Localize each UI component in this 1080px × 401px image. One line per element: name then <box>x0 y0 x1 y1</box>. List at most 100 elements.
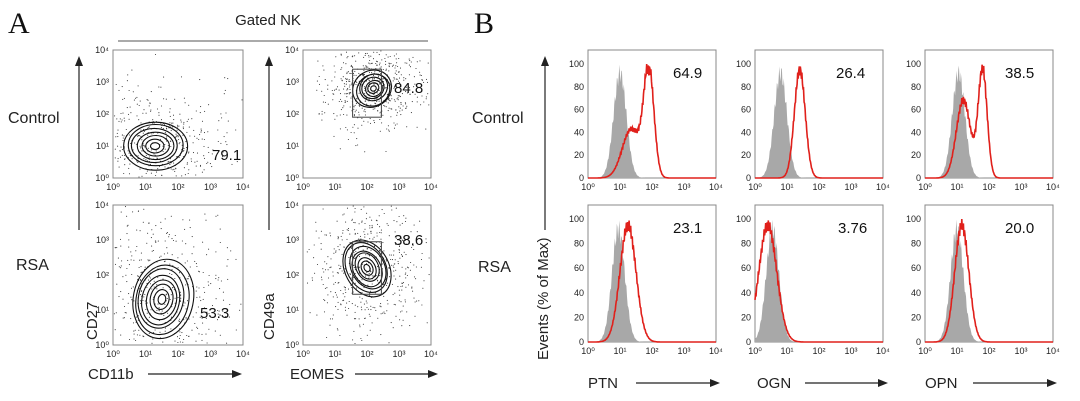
event-dot <box>348 92 350 94</box>
event-dot <box>363 231 365 233</box>
event-dot <box>177 126 179 128</box>
event-dot <box>396 123 398 125</box>
event-dot <box>416 61 418 63</box>
event-dot <box>321 119 323 121</box>
x-tick-label: 10¹ <box>139 349 152 359</box>
y-tick-label: 60 <box>741 263 751 273</box>
event-dot <box>379 130 381 132</box>
event-dot <box>344 296 346 298</box>
event-dot <box>387 93 389 95</box>
event-dot <box>170 145 172 148</box>
event-dot <box>364 87 366 89</box>
event-dot <box>123 135 125 137</box>
panel-b-letter: B <box>474 7 494 40</box>
event-dot <box>379 67 381 69</box>
event-dot <box>152 119 154 121</box>
event-dot <box>160 221 162 223</box>
event-dot <box>333 252 335 254</box>
event-dot <box>404 301 406 303</box>
event-dot <box>364 54 366 56</box>
event-dot <box>359 105 361 107</box>
event-dot <box>423 101 425 103</box>
event-dot <box>168 234 170 236</box>
event-dot <box>140 135 142 137</box>
event-dot <box>215 274 217 276</box>
event-dot <box>338 100 340 103</box>
row-label-rsa-b: RSA <box>478 259 511 276</box>
event-dot <box>371 224 373 226</box>
event-dot <box>363 110 365 112</box>
event-dot <box>211 166 213 168</box>
event-dot <box>371 283 373 285</box>
event-dot <box>353 252 355 254</box>
event-dot <box>331 80 333 82</box>
event-dot <box>118 296 120 298</box>
event-dot <box>343 105 345 107</box>
event-dot <box>364 309 366 311</box>
event-dot <box>149 259 151 261</box>
event-dot <box>407 237 409 239</box>
event-dot <box>355 109 357 111</box>
stain-percent-label: 64.9 <box>673 65 702 82</box>
event-dot <box>201 171 203 173</box>
event-dot <box>346 71 348 73</box>
event-dot <box>204 291 206 293</box>
event-dot <box>126 215 128 217</box>
event-dot <box>175 156 177 158</box>
event-dot <box>153 331 155 334</box>
y-tick-label: 0 <box>579 173 584 183</box>
event-dot <box>135 143 137 145</box>
event-dot <box>364 222 366 225</box>
event-dot <box>183 148 185 150</box>
event-dot <box>142 299 144 302</box>
event-dot <box>141 175 143 177</box>
event-dot <box>369 63 371 65</box>
event-dot <box>385 101 387 103</box>
event-dot <box>400 311 402 313</box>
event-dot <box>396 221 398 223</box>
event-dot <box>341 100 343 102</box>
event-dots <box>114 53 243 178</box>
event-dot <box>186 334 188 337</box>
event-dot <box>387 125 389 127</box>
event-dot <box>392 80 394 82</box>
event-dot <box>389 276 391 278</box>
event-dot <box>354 282 356 284</box>
y-tick-label: 10⁴ <box>285 45 299 55</box>
event-dot <box>172 239 175 242</box>
event-dot <box>354 342 356 345</box>
event-dot <box>353 124 355 126</box>
contour-ring <box>132 258 195 340</box>
event-dot <box>367 233 369 235</box>
event-dot <box>212 149 214 151</box>
x-tick-label: 10¹ <box>950 346 963 356</box>
event-dot <box>175 168 177 170</box>
event-dot <box>388 129 390 131</box>
event-dot <box>407 86 410 88</box>
event-dot <box>400 74 402 76</box>
event-dot <box>306 251 308 253</box>
event-dot <box>365 97 367 99</box>
event-dot <box>153 153 155 155</box>
isotype-histogram <box>588 220 716 342</box>
event-dot <box>315 221 317 223</box>
event-dot <box>127 302 129 304</box>
event-dot <box>204 110 206 112</box>
event-dot <box>183 167 185 169</box>
event-dot <box>118 166 120 168</box>
event-dot <box>385 284 388 286</box>
event-dot <box>122 276 124 278</box>
event-dot <box>364 275 367 277</box>
event-dot <box>346 93 348 95</box>
event-dot <box>175 133 177 135</box>
contour-ring <box>370 85 377 92</box>
event-dot <box>174 297 176 299</box>
event-dot <box>406 105 408 107</box>
event-dot <box>367 308 369 310</box>
event-dot <box>184 302 186 304</box>
event-dot <box>376 88 379 90</box>
x-tick-label: 10⁴ <box>709 182 723 192</box>
y-tick-label: 40 <box>741 127 751 137</box>
